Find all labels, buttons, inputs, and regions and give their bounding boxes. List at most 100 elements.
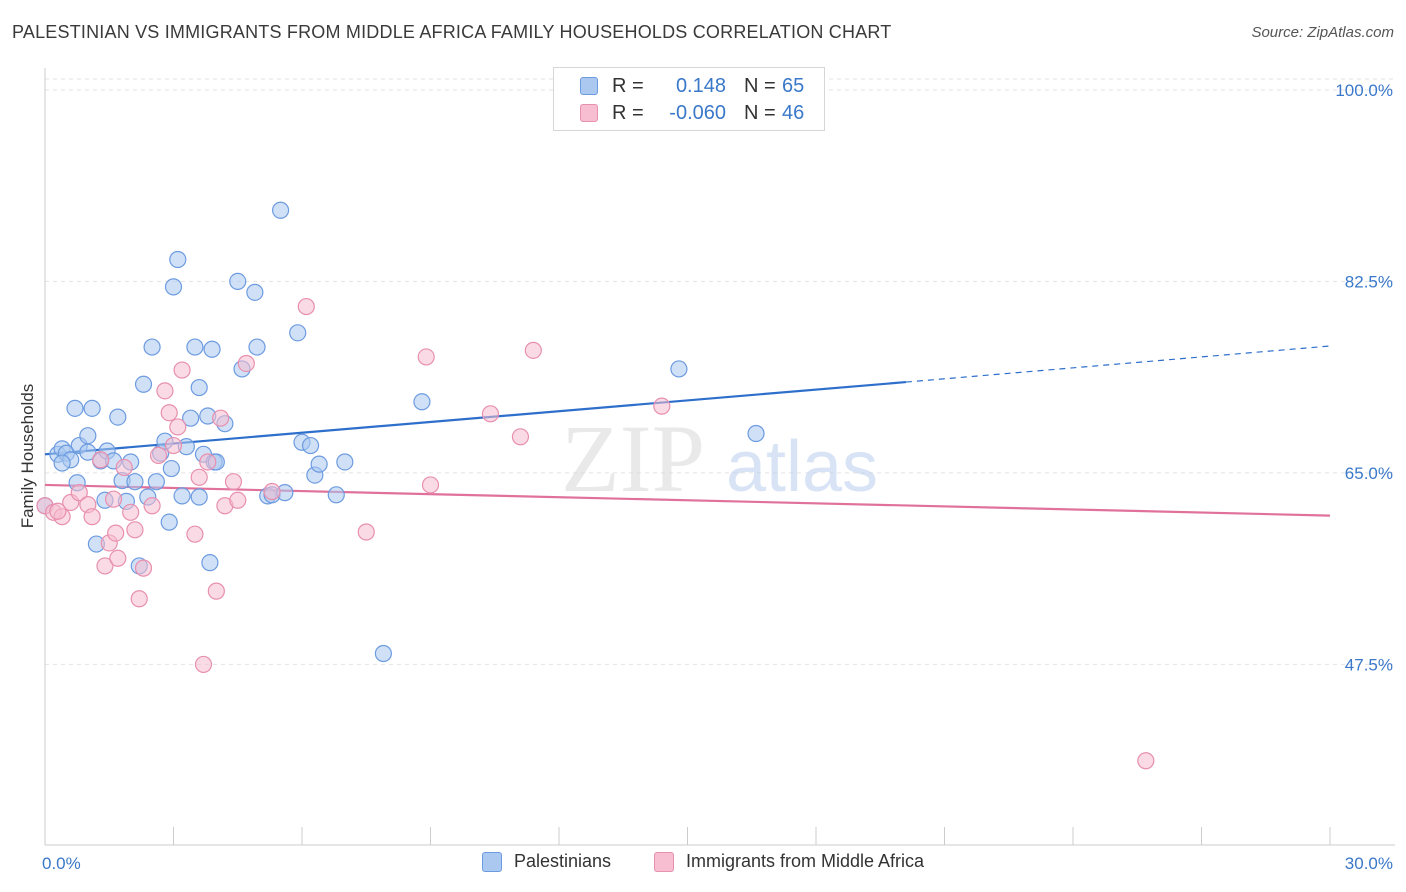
data-points	[36, 201, 1155, 770]
axes	[44, 68, 1395, 846]
data-point-blue	[248, 338, 266, 356]
legend-row-palestinians: R = 0.148 N = 65	[580, 74, 804, 98]
data-point-blue	[109, 408, 127, 426]
legend-row-middle-africa: R = -0.060 N = 46	[580, 101, 804, 125]
data-point-pink	[173, 361, 191, 379]
data-point-pink	[190, 468, 208, 486]
data-point-blue	[162, 459, 180, 478]
legend-n-value: 65	[782, 74, 805, 97]
data-point-pink	[164, 436, 183, 455]
data-point-blue	[203, 340, 221, 358]
data-point-pink	[49, 502, 67, 520]
trend-line-extension-blue	[905, 345, 1331, 383]
legend-n-value: 46	[782, 101, 805, 124]
data-point-pink	[156, 382, 174, 400]
legend-n-label: N =	[744, 101, 776, 124]
data-point-blue	[182, 409, 200, 427]
data-point-pink	[96, 557, 114, 575]
data-point-blue	[126, 473, 144, 491]
y-axis-label: Family Households	[18, 383, 37, 529]
data-point-pink	[212, 409, 230, 427]
data-point-pink	[207, 582, 225, 600]
data-point-blue	[83, 399, 101, 417]
legend-r-value: 0.148	[675, 74, 726, 97]
data-point-pink	[104, 490, 123, 508]
data-point-pink	[115, 458, 133, 477]
y-tick-label: 100.0%	[1335, 81, 1393, 100]
legend-r-label: R =	[612, 101, 644, 124]
data-point-blue	[301, 436, 320, 455]
data-point-blue	[336, 453, 354, 471]
legend-n-label: N =	[744, 74, 776, 97]
data-point-pink	[160, 404, 178, 422]
y-tick-label: 82.5%	[1345, 272, 1393, 291]
data-point-blue	[164, 278, 183, 296]
data-point-pink	[70, 484, 88, 502]
data-point-pink	[421, 476, 440, 494]
tick-labels: 100.0% 82.5% 65.0% 47.5% 0.0% 30.0%	[42, 81, 1393, 873]
data-point-pink	[169, 418, 187, 436]
data-point-pink	[149, 446, 168, 465]
legend-r-label: R =	[612, 74, 644, 97]
data-point-pink	[143, 497, 161, 515]
data-point-blue	[374, 644, 392, 663]
data-point-pink	[1137, 752, 1155, 770]
data-point-blue	[53, 454, 71, 472]
legend-swatch-blue	[580, 77, 598, 95]
data-point-blue	[190, 488, 208, 506]
correlation-legend: R = 0.148 N = 65 R = -0.060 N = 46	[553, 67, 825, 131]
data-point-blue	[79, 427, 97, 445]
data-point-blue	[79, 443, 97, 461]
data-point-blue	[201, 554, 219, 572]
data-point-blue	[289, 324, 307, 342]
data-point-pink	[194, 655, 213, 674]
data-point-pink	[109, 549, 127, 567]
data-point-pink	[122, 503, 140, 521]
data-point-blue	[327, 486, 345, 504]
data-point-pink	[524, 341, 542, 359]
data-point-pink	[224, 473, 243, 491]
data-point-blue	[413, 393, 431, 411]
data-point-pink	[417, 348, 435, 366]
legend-label-middle-africa: Immigrants from Middle Africa	[686, 851, 925, 871]
data-point-pink	[237, 354, 255, 373]
data-point-blue	[134, 375, 153, 393]
legend-swatch-pink	[654, 851, 674, 872]
legend-swatch-blue	[482, 851, 502, 872]
data-point-blue	[173, 487, 191, 505]
data-point-blue	[190, 378, 208, 397]
data-point-pink	[357, 523, 375, 541]
data-point-blue	[747, 424, 765, 443]
y-tick-label: 65.0%	[1345, 464, 1393, 483]
series-legend: Palestinians Immigrants from Middle Afri…	[0, 851, 1406, 877]
data-point-blue	[246, 283, 264, 301]
data-point-pink	[130, 590, 148, 608]
x-tick-label: 30.0%	[1345, 854, 1393, 873]
data-point-blue	[229, 272, 247, 291]
watermark-atlas: atlas	[726, 427, 878, 507]
data-point-pink	[199, 453, 217, 471]
x-tick-label: 0.0%	[42, 854, 81, 873]
trend-line-pink	[44, 483, 1331, 517]
data-point-pink	[186, 525, 204, 543]
data-point-blue	[186, 338, 204, 356]
legend-r-value: -0.060	[669, 101, 726, 124]
data-point-blue	[160, 513, 178, 531]
data-point-pink	[511, 428, 530, 446]
y-tick-label: 47.5%	[1345, 655, 1393, 674]
legend-swatch-pink	[580, 104, 598, 122]
data-point-blue	[143, 338, 161, 356]
legend-item-middle-africa[interactable]: Immigrants from Middle Africa	[654, 851, 924, 872]
data-point-pink	[83, 508, 101, 526]
data-point-pink	[134, 559, 153, 577]
chart-source: Source: ZipAtlas.com	[1251, 24, 1394, 41]
data-point-pink	[107, 524, 125, 542]
data-point-blue	[271, 201, 290, 219]
legend-item-palestinians[interactable]: Palestinians	[482, 851, 611, 872]
chart-title: PALESTINIAN VS IMMIGRANTS FROM MIDDLE AF…	[12, 22, 892, 42]
data-point-blue	[147, 473, 165, 491]
watermark-zip: ZIP	[561, 405, 705, 512]
data-point-pink	[229, 491, 247, 509]
data-point-pink	[126, 521, 144, 539]
